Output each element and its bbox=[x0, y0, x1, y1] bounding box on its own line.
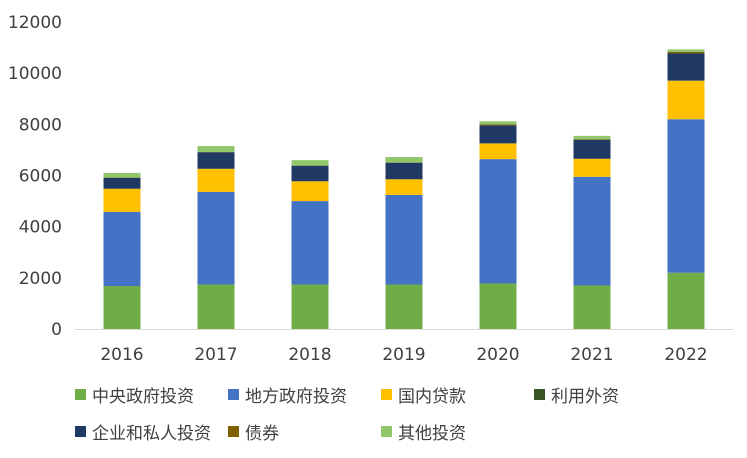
bar-segment bbox=[197, 284, 235, 329]
bar-segment bbox=[197, 146, 235, 152]
bar-segment bbox=[103, 188, 141, 212]
bar-segment bbox=[291, 165, 329, 182]
bar-segment bbox=[385, 157, 423, 163]
legend-label: 中央政府投资 bbox=[92, 387, 194, 407]
bar-segment bbox=[385, 284, 423, 329]
legend-label: 企业和私人投资 bbox=[92, 424, 211, 444]
bar-segment bbox=[479, 143, 517, 160]
x-tick-label: 2019 bbox=[382, 345, 425, 365]
y-tick-label: 8000 bbox=[19, 115, 62, 135]
bar-segment bbox=[291, 284, 329, 329]
legend-item: 债券 bbox=[228, 419, 279, 444]
x-tick-label: 2017 bbox=[194, 345, 237, 365]
bar-segment bbox=[291, 201, 329, 285]
bar-segment bbox=[573, 139, 611, 140]
bar-segment bbox=[573, 135, 611, 140]
legend-label: 债券 bbox=[245, 424, 279, 444]
bar-segment bbox=[385, 162, 423, 180]
bar-segment bbox=[103, 286, 141, 329]
x-tick-label: 2022 bbox=[664, 345, 707, 365]
bar-segment bbox=[573, 176, 611, 286]
y-tick-label: 12000 bbox=[8, 13, 62, 33]
bar-segment bbox=[385, 194, 423, 285]
bar-segment bbox=[479, 121, 517, 125]
bar-segment bbox=[103, 172, 141, 178]
legend-swatch bbox=[228, 426, 239, 437]
y-tick-label: 2000 bbox=[19, 269, 62, 289]
bar-segment bbox=[667, 53, 705, 81]
legend-swatch bbox=[534, 389, 545, 400]
bar-segment bbox=[479, 124, 517, 126]
x-tick-label: 2020 bbox=[476, 345, 519, 365]
x-axis: 2016 2017 2018 2019 2020 2021 2022 bbox=[75, 329, 733, 365]
bar-segment bbox=[667, 80, 705, 120]
legend-item: 其他投资 bbox=[381, 419, 466, 444]
bar-segment bbox=[573, 139, 611, 159]
bar-segment bbox=[103, 177, 141, 189]
legend-label: 利用外资 bbox=[551, 387, 619, 407]
legend-swatch bbox=[75, 426, 86, 437]
bar-segment bbox=[103, 211, 141, 287]
x-tick-label: 2016 bbox=[100, 345, 143, 365]
legend-item: 中央政府投资 bbox=[75, 382, 194, 407]
bars bbox=[103, 49, 705, 329]
legend-item: 国内贷款 bbox=[381, 382, 466, 407]
bar-segment bbox=[291, 181, 329, 202]
y-tick-label: 10000 bbox=[8, 64, 62, 84]
x-tick-label: 2018 bbox=[288, 345, 331, 365]
y-tick-label: 4000 bbox=[19, 218, 62, 238]
y-tick-label: 6000 bbox=[19, 167, 62, 187]
legend-label: 国内贷款 bbox=[398, 387, 466, 407]
legend-swatch bbox=[75, 389, 86, 400]
bar-segment bbox=[291, 160, 329, 166]
bar-segment bbox=[479, 125, 517, 144]
legend-item: 地方政府投资 bbox=[228, 382, 347, 407]
legend-item: 利用外资 bbox=[534, 382, 619, 407]
legend-swatch bbox=[228, 389, 239, 400]
legend-label: 其他投资 bbox=[398, 424, 466, 444]
bar-segment bbox=[667, 80, 705, 81]
bar-segment bbox=[197, 191, 235, 285]
legend-swatch bbox=[381, 426, 392, 437]
bar-segment bbox=[667, 119, 705, 273]
y-axis: 0 2000 4000 6000 8000 10000 12000 bbox=[8, 13, 62, 340]
bar-segment bbox=[573, 285, 611, 329]
legend-swatch bbox=[381, 389, 392, 400]
stacked-bar-chart: 0 2000 4000 6000 8000 10000 12000 2016 2017 2018… bbox=[8, 13, 733, 365]
y-tick-label: 0 bbox=[51, 320, 62, 340]
legend-item: 企业和私人投资 bbox=[75, 419, 211, 444]
bar-segment bbox=[385, 179, 423, 195]
bar-segment bbox=[573, 158, 611, 177]
legend-label: 地方政府投资 bbox=[245, 387, 347, 407]
bar-segment bbox=[667, 272, 705, 329]
bar-segment bbox=[667, 49, 705, 52]
bar-segment bbox=[197, 168, 235, 192]
x-tick-label: 2021 bbox=[570, 345, 613, 365]
bar-segment bbox=[479, 283, 517, 329]
bar-segment bbox=[197, 152, 235, 169]
bar-segment bbox=[479, 159, 517, 284]
bar-segment bbox=[667, 51, 705, 54]
